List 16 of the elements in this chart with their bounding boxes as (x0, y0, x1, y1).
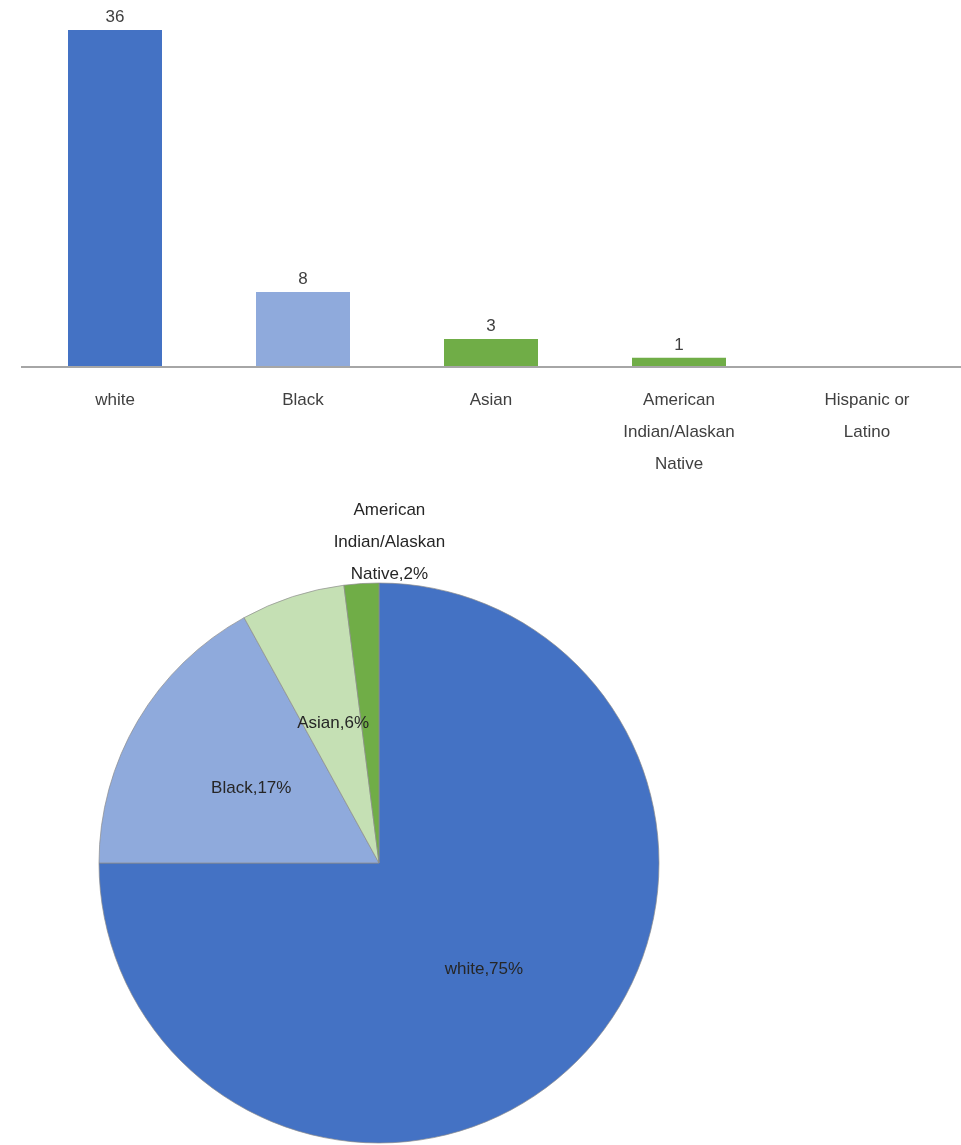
x-tick-label: American Indian/Alaskan Native (623, 390, 735, 473)
data-label: 8 (298, 269, 308, 289)
data-label: 1 (674, 334, 684, 354)
slice-label: Black,17% (211, 778, 292, 798)
pie-slice (98, 582, 660, 1144)
data-label: 36 (105, 7, 125, 26)
slice-label: white,75% (443, 958, 524, 978)
slice-label: American Indian/Alaskan Native,2% (333, 499, 446, 583)
data-label: 3 (486, 315, 496, 335)
x-tick-label: Black (282, 390, 325, 409)
x-tick-label: white (94, 390, 135, 409)
bar (444, 338, 538, 367)
x-tick-label: Hispanic or Latino (824, 390, 910, 441)
bar (256, 292, 350, 367)
bar (68, 30, 162, 367)
x-tick-label: Asian (469, 390, 513, 409)
